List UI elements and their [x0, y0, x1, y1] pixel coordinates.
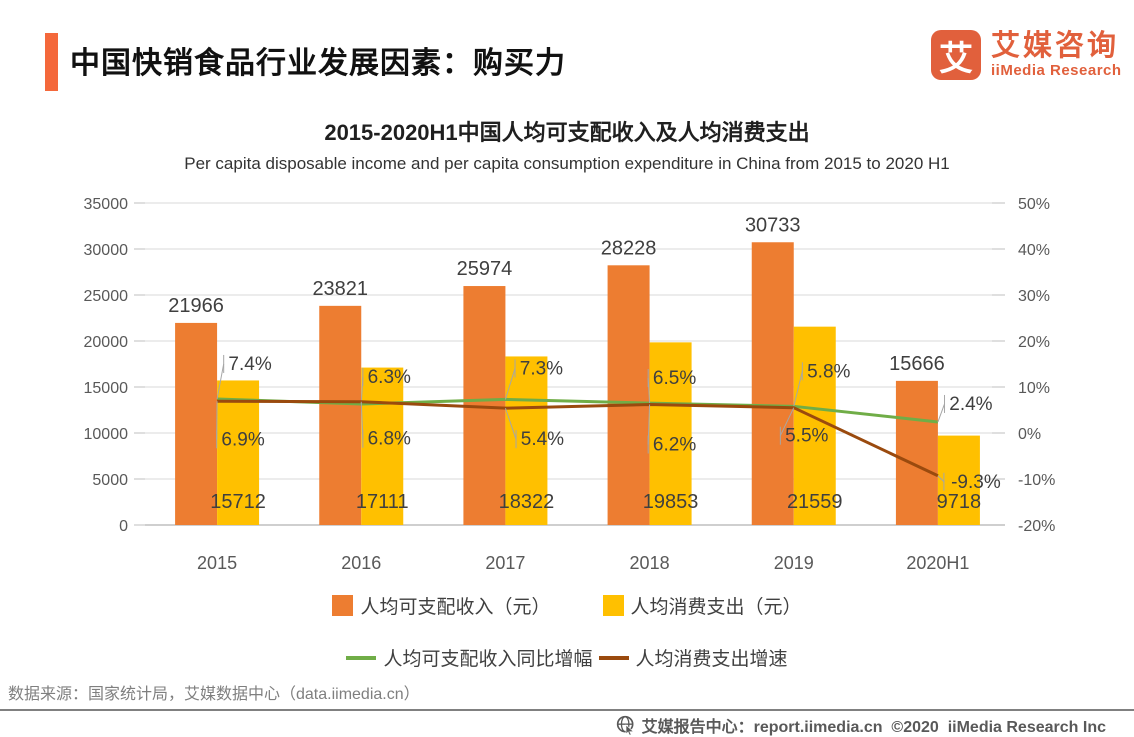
footer: 艾媒报告中心：report.iimedia.cn ©2020 iiMedia R… — [616, 713, 1106, 737]
label-leader-line — [216, 363, 225, 400]
logo-glyph: 艾 — [939, 39, 973, 78]
legend-bars-row: 人均可支配收入（元） 人均消费支出（元） — [0, 592, 1134, 619]
legend-label: 人均消费支出增速 — [635, 649, 788, 670]
label-leader-line — [937, 475, 945, 483]
label-leader-line — [793, 371, 803, 407]
data-source-note: 数据来源：国家统计局，艾媒数据中心（data.iimedia.cn） — [8, 686, 420, 703]
bar-value-label: 9718 — [937, 491, 982, 513]
line-value-label: 6.5% — [653, 368, 696, 389]
label-leader-line — [779, 407, 795, 436]
bar-value-label: 18322 — [499, 491, 555, 513]
bar — [607, 265, 650, 525]
footer-text: 艾媒报告中心：report.iimedia.cn ©2020 iiMedia R… — [641, 719, 1106, 736]
bar — [319, 305, 362, 525]
brand-name-en: iiMedia Research — [991, 62, 1122, 79]
x-axis-label: 2018 — [630, 553, 670, 573]
legend-label: 人均可支配收入（元） — [360, 597, 551, 618]
line-value-label: 6.2% — [653, 434, 696, 455]
bar — [937, 435, 980, 525]
brand-logo: 艾 艾媒咨询 iiMedia Research — [931, 30, 1122, 80]
legend-swatch-icon — [602, 595, 624, 616]
line-value-label: 7.3% — [520, 358, 563, 379]
bar-value-label: 23821 — [312, 278, 368, 300]
legend-line-icon — [346, 655, 377, 660]
legend-label: 人均可支配收入同比增幅 — [383, 649, 593, 670]
left-axis-label: 20000 — [84, 334, 129, 351]
label-leader-line — [504, 407, 517, 440]
line-value-label: 2.4% — [949, 394, 992, 415]
right-axis-label: -10% — [1018, 472, 1055, 489]
left-axis-label: 15000 — [84, 380, 129, 397]
line-value-label: 5.8% — [807, 361, 850, 382]
line-value-label: 5.5% — [785, 426, 828, 447]
bar-value-label: 21559 — [787, 491, 843, 513]
footer-divider — [0, 709, 1134, 711]
page-title: 中国快销食品行业发展因素：购买力 — [70, 47, 566, 80]
legend-item: 人均可支配收入同比增幅 — [346, 644, 593, 671]
right-axis-label: 40% — [1018, 242, 1050, 259]
line-value-label: -9.3% — [951, 472, 1001, 493]
right-axis-label: 20% — [1018, 334, 1050, 351]
left-axis-label: 0 — [119, 518, 128, 535]
logo-text: 艾媒咨询 iiMedia Research — [991, 30, 1122, 79]
x-axis-label: 2020H1 — [906, 553, 969, 573]
bar — [505, 356, 548, 525]
growth-line — [217, 399, 939, 478]
legend-item: 人均消费支出增速 — [598, 644, 788, 671]
line-value-label: 6.8% — [368, 429, 411, 450]
logo-icon: 艾 — [931, 30, 981, 80]
left-axis-label: 5000 — [92, 472, 128, 489]
label-leader-line — [937, 403, 945, 423]
bar-value-label: 17111 — [356, 491, 409, 513]
left-axis-label: 30000 — [84, 242, 129, 259]
bar — [751, 242, 794, 525]
legend-lines-row: 人均可支配收入同比增幅 人均消费支出增速 — [0, 644, 1134, 671]
legend-label: 人均消费支出（元） — [630, 597, 802, 618]
legend-swatch-icon — [332, 595, 354, 616]
x-axis-label: 2015 — [197, 553, 237, 573]
x-axis-label: 2019 — [774, 553, 814, 573]
brand-name-cn: 艾媒咨询 — [991, 30, 1120, 62]
growth-line — [217, 397, 939, 424]
chart-subtitle: Per capita disposable income and per cap… — [184, 154, 950, 173]
right-axis-label: 50% — [1018, 196, 1050, 213]
right-axis-label: 0% — [1018, 426, 1041, 443]
chart-title: 2015-2020H1中国人均可支配收入及人均消费支出 — [324, 120, 810, 145]
bar-value-label: 25974 — [457, 258, 513, 280]
globe-cursor-icon — [616, 715, 634, 735]
line-value-label: 7.4% — [228, 354, 271, 375]
bar-value-label: 28228 — [601, 237, 657, 259]
line-value-label: 5.4% — [521, 429, 564, 450]
right-axis-label: 30% — [1018, 288, 1050, 305]
bar — [649, 342, 692, 525]
title-accent-bar — [45, 33, 58, 91]
bar — [361, 367, 404, 525]
x-axis-label: 2017 — [485, 553, 525, 573]
bar-value-label: 21966 — [168, 295, 224, 317]
right-axis-label: 10% — [1018, 380, 1050, 397]
bar — [217, 380, 260, 525]
x-axis-label: 2016 — [341, 553, 381, 573]
bar — [175, 322, 218, 525]
legend-item: 人均消费支出（元） — [602, 592, 802, 619]
left-axis-label: 35000 — [84, 196, 129, 213]
left-axis-label: 25000 — [84, 288, 129, 305]
bar-value-label: 19853 — [643, 491, 699, 513]
line-value-label: 6.9% — [221, 429, 264, 450]
bar-value-label: 15712 — [210, 491, 266, 513]
legend-item: 人均可支配收入（元） — [332, 592, 551, 619]
label-leader-line — [504, 368, 516, 400]
right-axis-label: -20% — [1018, 518, 1055, 535]
bar — [895, 380, 938, 525]
bar-value-label: 15666 — [889, 353, 945, 375]
legend-line-icon — [598, 655, 629, 660]
left-axis-label: 10000 — [84, 426, 129, 443]
line-value-label: 6.3% — [368, 367, 411, 388]
bar-value-label: 30733 — [745, 214, 801, 236]
